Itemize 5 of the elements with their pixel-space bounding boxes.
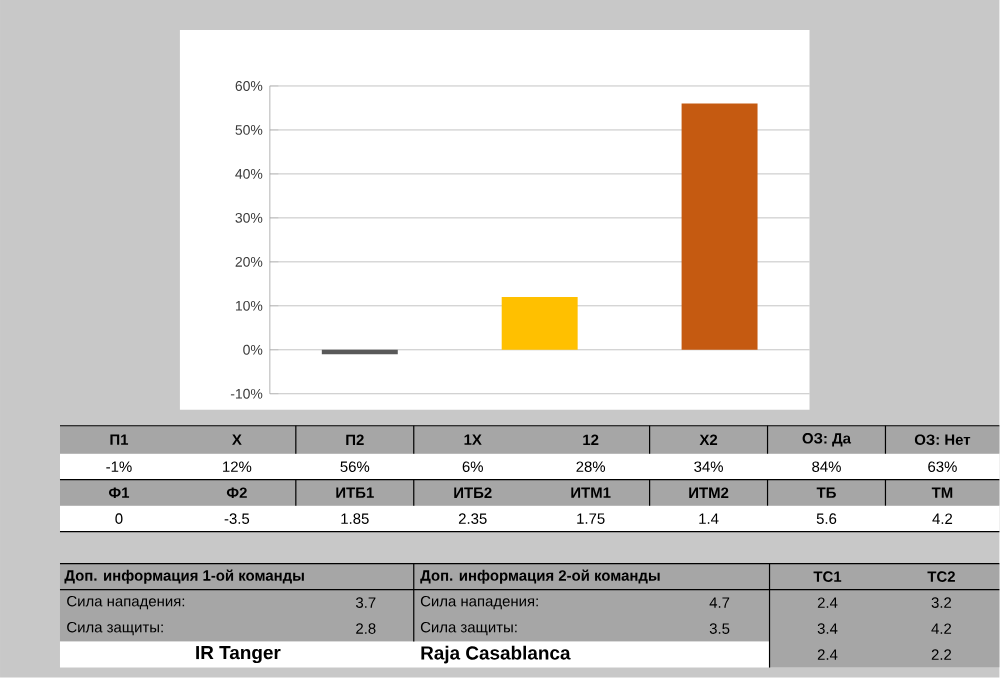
bar: [321, 349, 398, 355]
text: IR Tanger: [196, 646, 281, 664]
bar: [501, 297, 578, 350]
bar: [681, 103, 758, 350]
text: Raja Casablanca: [421, 645, 571, 664]
